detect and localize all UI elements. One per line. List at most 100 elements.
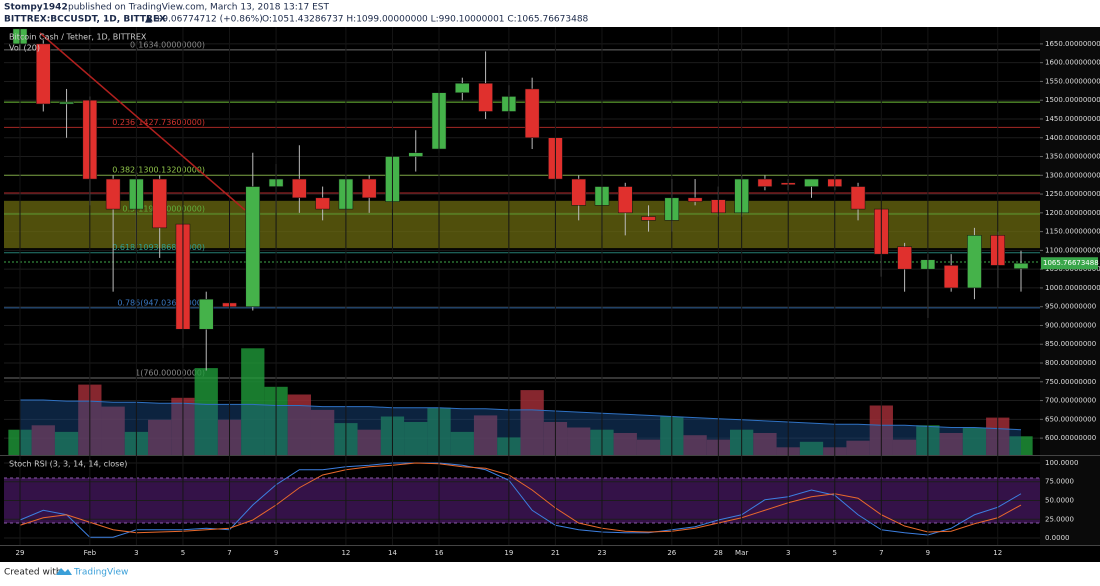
last-price-tag bbox=[1041, 257, 1098, 270]
volume-bar bbox=[962, 427, 987, 455]
volume-bar bbox=[357, 429, 381, 455]
x-tick-label: 9 bbox=[926, 549, 930, 557]
volume-bar bbox=[939, 433, 963, 455]
candle-body bbox=[36, 43, 51, 105]
volume-ma bbox=[20, 399, 1022, 431]
fib-label: 0.382(1300.13200000) bbox=[112, 166, 205, 175]
x-tick-label: 12 bbox=[341, 549, 350, 557]
volume-bar bbox=[194, 368, 218, 455]
candle-body bbox=[292, 178, 307, 199]
footer-bg bbox=[0, 562, 1100, 582]
fib-label: 0.786(947.03600000) bbox=[117, 298, 205, 307]
x-tick-label: 14 bbox=[388, 549, 397, 557]
stoch-tick-label: 25.0000 bbox=[1045, 515, 1074, 523]
volume-bar bbox=[310, 409, 335, 455]
x-tick-label: 26 bbox=[667, 549, 676, 557]
candle-body bbox=[408, 152, 423, 157]
candle-body bbox=[943, 265, 959, 289]
chart-title: Bitcoin Cash / Tether, 1D, BITTREX bbox=[9, 33, 147, 42]
fib-label: 1(760.00000000) bbox=[135, 369, 205, 378]
y-tick-label: 1000.00000000 bbox=[1045, 284, 1100, 292]
ohlc: O:1051.43286737 H:1099.00000000 L:990.10… bbox=[262, 15, 589, 25]
candle-body bbox=[757, 178, 773, 187]
volume-bar bbox=[520, 390, 544, 455]
volume-bar bbox=[54, 431, 79, 455]
candle-body bbox=[618, 186, 633, 214]
stoch-title: Stoch RSI (3, 3, 14, 14, close) bbox=[9, 460, 127, 469]
volume-bar bbox=[846, 440, 870, 455]
x-tick-label: 5 bbox=[833, 549, 837, 557]
stoch-tick-label: 75.0000 bbox=[1045, 478, 1074, 486]
footer-created: Created with bbox=[4, 568, 62, 578]
fib-label: 0.618(1093.86800000) bbox=[112, 243, 205, 252]
volume-bar bbox=[683, 435, 707, 455]
candle-body bbox=[524, 88, 540, 139]
y-tick-label: 1600.00000000 bbox=[1045, 59, 1100, 67]
footer-brand[interactable]: TradingView bbox=[73, 568, 128, 578]
candle-body bbox=[687, 197, 703, 202]
candle-body bbox=[641, 216, 656, 221]
volume-ma-area bbox=[20, 400, 1021, 455]
volume-bar bbox=[799, 441, 824, 455]
x-tick-label: 5 bbox=[181, 549, 185, 557]
x-tick-label: Mar bbox=[735, 549, 748, 557]
symbol: BITTREX:BCCUSDT, 1D, BITTREX bbox=[4, 15, 166, 25]
author[interactable]: Stompy1942 bbox=[4, 3, 68, 13]
volume-bar bbox=[241, 348, 265, 455]
volume-bar bbox=[567, 427, 591, 455]
stoch-pane bbox=[4, 462, 1040, 539]
volume-bar bbox=[287, 394, 311, 455]
candle-body bbox=[361, 178, 377, 199]
stoch-d bbox=[19, 462, 1022, 534]
y-tick-label: 650.00000000 bbox=[1045, 415, 1096, 423]
candle-body bbox=[967, 235, 982, 289]
x-tick-label: Feb bbox=[84, 549, 97, 557]
price-axis-bg bbox=[1040, 27, 1100, 545]
volume-bar bbox=[31, 425, 55, 455]
candle-body bbox=[315, 197, 330, 210]
x-tick-label: 9 bbox=[274, 549, 278, 557]
candle-body bbox=[478, 83, 493, 112]
volume-bar bbox=[613, 433, 637, 455]
last-price-label: 1065.76673488 bbox=[1043, 259, 1099, 267]
candle-body bbox=[245, 186, 261, 307]
candle-body bbox=[198, 298, 214, 330]
y-tick-label: 700.00000000 bbox=[1045, 397, 1096, 405]
candle-body bbox=[571, 178, 586, 206]
y-tick-label: 1400.00000000 bbox=[1045, 134, 1100, 142]
change: ▲ +9.06774712 (+0.86%) bbox=[145, 15, 263, 25]
y-tick-label: 950.00000000 bbox=[1045, 303, 1096, 311]
x-tick-label: 21 bbox=[551, 549, 560, 557]
candle-body bbox=[804, 178, 819, 187]
x-tick-label: 3 bbox=[134, 549, 138, 557]
volume-bar bbox=[148, 419, 172, 455]
stoch-tick-label: 100.0000 bbox=[1045, 459, 1078, 467]
y-tick-label: 800.00000000 bbox=[1045, 359, 1096, 367]
y-tick-label: 1250.00000000 bbox=[1045, 190, 1100, 198]
volume-bar bbox=[892, 439, 917, 455]
candle-body bbox=[152, 178, 167, 229]
stoch-tick-label: 0.0000 bbox=[1045, 534, 1070, 542]
volume-bar bbox=[450, 431, 474, 455]
x-tick-label: 7 bbox=[879, 549, 883, 557]
x-tick-label: 29 bbox=[16, 549, 25, 557]
y-tick-label: 1100.00000000 bbox=[1045, 246, 1100, 254]
y-tick-label: 750.00000000 bbox=[1045, 378, 1096, 386]
y-tick-label: 1200.00000000 bbox=[1045, 209, 1100, 217]
y-tick-label: 1150.00000000 bbox=[1045, 228, 1100, 236]
volume-bar bbox=[101, 406, 125, 455]
y-tick-label: 600.00000000 bbox=[1045, 434, 1096, 442]
y-tick-label: 1300.00000000 bbox=[1045, 171, 1100, 179]
header-bg bbox=[0, 0, 1100, 27]
x-tick-label: 16 bbox=[435, 549, 444, 557]
volume-bar bbox=[1009, 436, 1033, 455]
x-tick-label: 12 bbox=[993, 549, 1002, 557]
x-tick-label: 19 bbox=[504, 549, 513, 557]
x-tick-label: 3 bbox=[786, 549, 790, 557]
published: published on TradingView.com, March 13, … bbox=[68, 3, 329, 13]
candle-body bbox=[897, 246, 912, 270]
y-tick-label: 1550.00000000 bbox=[1045, 77, 1100, 85]
y-tick-label: 1500.00000000 bbox=[1045, 96, 1100, 104]
stoch-tick-label: 50.0000 bbox=[1045, 497, 1074, 505]
